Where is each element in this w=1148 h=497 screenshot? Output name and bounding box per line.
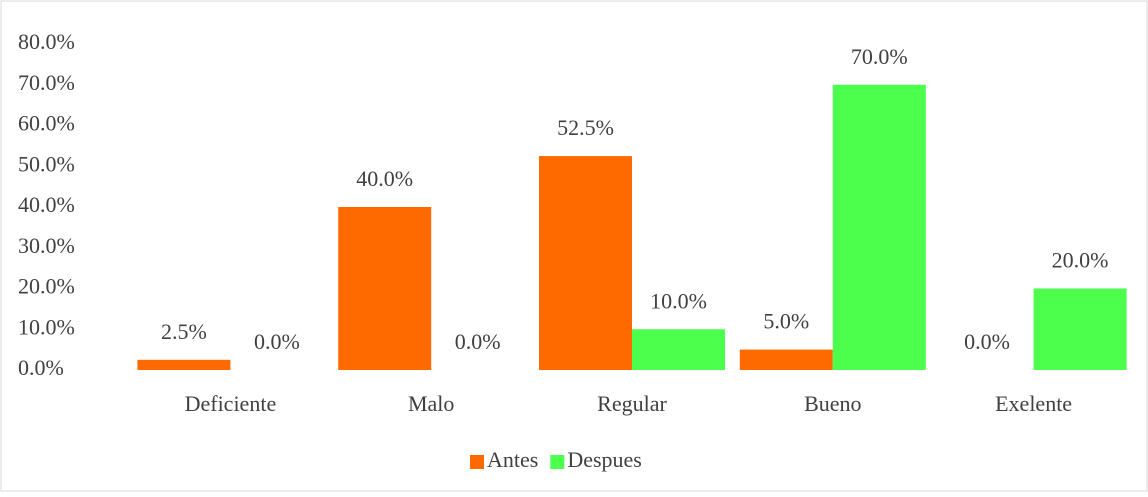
value-label: 0.0% <box>964 329 1010 354</box>
x-tick-label: Exelente <box>995 391 1072 416</box>
value-label: 0.0% <box>254 329 300 354</box>
x-tick-label: Bueno <box>804 391 861 416</box>
value-label: 5.0% <box>763 309 809 334</box>
bar <box>338 207 432 370</box>
bar <box>137 359 231 370</box>
x-tick-label: Regular <box>597 391 667 416</box>
y-tick-label: 50.0% <box>18 151 75 176</box>
bar <box>1033 288 1127 370</box>
value-label: 70.0% <box>851 44 908 69</box>
legend-swatch <box>470 455 484 469</box>
y-tick-label: 60.0% <box>18 111 75 136</box>
x-tick-label: Deficiente <box>185 391 277 416</box>
y-tick-label: 20.0% <box>18 274 75 299</box>
value-label: 40.0% <box>356 166 413 191</box>
bar <box>739 349 833 370</box>
value-label: 2.5% <box>161 319 207 344</box>
legend-swatch <box>550 455 565 469</box>
legend-label: Antes <box>487 447 538 472</box>
y-tick-label: 30.0% <box>18 233 75 258</box>
value-label: 20.0% <box>1052 248 1109 273</box>
x-tick-label: Malo <box>408 391 454 416</box>
bar <box>539 156 632 370</box>
value-label: 52.5% <box>557 115 614 140</box>
bar <box>832 84 926 370</box>
legend-label: Despues <box>567 447 642 472</box>
bar <box>632 329 725 370</box>
y-tick-label: 80.0% <box>18 29 75 54</box>
y-tick-label: 40.0% <box>18 192 75 217</box>
value-label: 0.0% <box>455 329 501 354</box>
y-tick-label: 70.0% <box>18 70 75 95</box>
y-tick-label: 0.0% <box>18 355 64 380</box>
y-tick-label: 10.0% <box>18 314 75 339</box>
value-label: 10.0% <box>650 288 707 313</box>
